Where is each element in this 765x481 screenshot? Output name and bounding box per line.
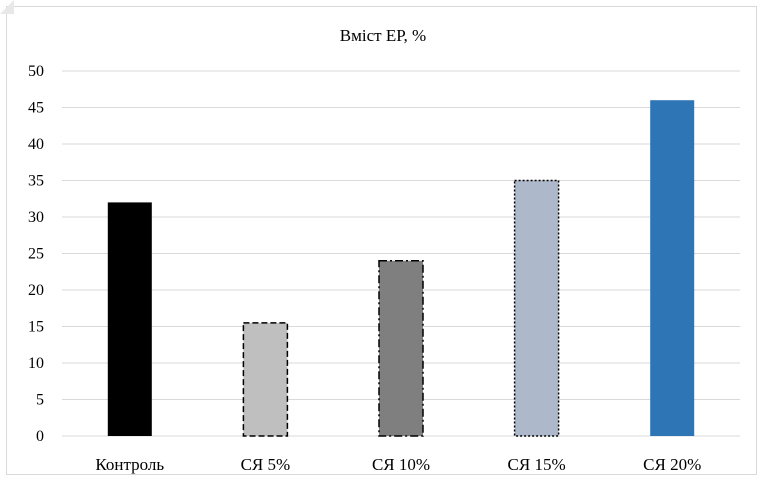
chart-title: Вміст ЕР, % [340, 26, 426, 45]
bar [107, 202, 152, 436]
x-axis-tick-labels: Контроль СЯ 5% СЯ 10% СЯ 15% СЯ 20% [95, 455, 701, 474]
y-tick-label: 50 [28, 63, 44, 80]
x-category-label: СЯ 20% [643, 455, 701, 474]
resize-grip-icon[interactable] [0, 0, 14, 14]
bar [378, 260, 424, 437]
x-category-label: Контроль [95, 455, 164, 474]
y-tick-label: 35 [28, 173, 44, 190]
bar [650, 100, 695, 436]
x-category-label: СЯ 5% [241, 455, 291, 474]
y-axis-tick-labels: 0 5 10 15 20 25 30 35 40 45 50 [28, 63, 44, 445]
bar [242, 322, 289, 437]
y-tick-label: 20 [28, 282, 44, 299]
gridlines [62, 70, 740, 437]
y-tick-label: 5 [36, 392, 44, 409]
bars [107, 100, 695, 437]
y-tick-label: 0 [36, 428, 44, 445]
y-tick-label: 15 [28, 319, 44, 336]
y-tick-label: 45 [28, 100, 44, 117]
y-tick-label: 30 [28, 209, 44, 226]
y-tick-label: 10 [28, 355, 44, 372]
y-tick-label: 40 [28, 136, 44, 153]
y-tick-label: 25 [28, 246, 44, 263]
x-category-label: СЯ 10% [372, 455, 430, 474]
bar [513, 179, 560, 437]
x-category-label: СЯ 15% [508, 455, 566, 474]
